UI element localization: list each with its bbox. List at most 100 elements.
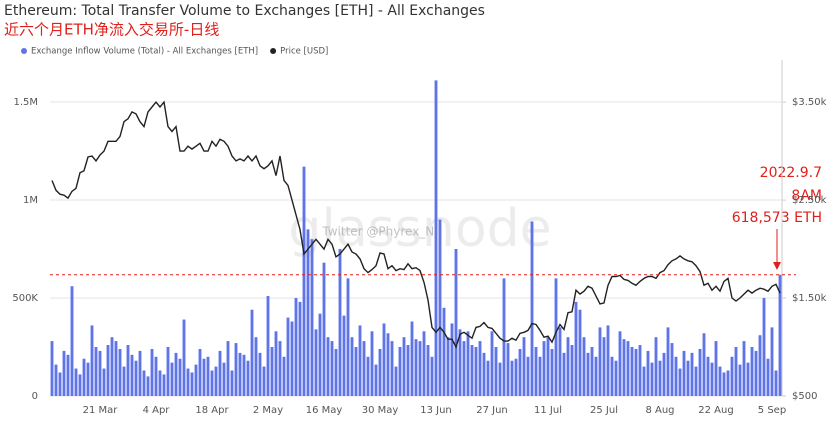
x-tick-label: 30 May: [362, 405, 399, 416]
bar: [698, 348, 702, 396]
bar: [430, 356, 434, 396]
bar: [426, 345, 430, 396]
bar: [238, 352, 242, 396]
bar: [506, 343, 510, 396]
bar: [174, 352, 178, 396]
bar: [110, 337, 114, 396]
bar: [102, 368, 106, 396]
y-tick-label: 1M: [23, 195, 38, 206]
bar: [270, 346, 274, 396]
bar: [714, 341, 718, 396]
bar: [658, 360, 662, 396]
bar: [342, 315, 346, 396]
bar: [462, 341, 466, 396]
bar: [178, 358, 182, 396]
bar: [494, 346, 498, 396]
bar: [226, 341, 230, 396]
bar: [294, 297, 298, 396]
bar: [214, 366, 218, 396]
bar: [530, 221, 534, 396]
bar: [750, 346, 754, 396]
bar: [62, 350, 66, 396]
bar: [70, 286, 74, 396]
bar: [366, 356, 370, 396]
x-tick-label: 16 May: [306, 405, 343, 416]
bar: [770, 327, 774, 396]
bar: [106, 345, 110, 396]
chart-title: Ethereum: Total Transfer Volume to Excha…: [4, 3, 485, 19]
bar: [590, 346, 594, 396]
bar: [66, 354, 70, 396]
bar: [182, 319, 186, 396]
bar: [98, 350, 102, 396]
bar: [250, 309, 254, 396]
bar: [482, 352, 486, 396]
bar: [94, 346, 98, 396]
bar: [230, 370, 234, 396]
bar: [414, 339, 418, 396]
bar: [258, 352, 262, 396]
bar: [322, 262, 326, 396]
annotation: 618,573 ETH: [732, 210, 822, 226]
bar: [674, 356, 678, 396]
y-tick-label: 1.5M: [13, 97, 38, 108]
bar: [742, 341, 746, 396]
x-tick-label: 8 Aug: [645, 405, 674, 416]
bar: [314, 329, 318, 396]
bar: [618, 331, 622, 396]
bar: [306, 229, 310, 396]
bar: [538, 356, 542, 396]
bar: [554, 278, 558, 396]
bar: [338, 248, 342, 396]
bar: [510, 360, 514, 396]
bar: [754, 350, 758, 396]
bar: [734, 346, 738, 396]
bar: [166, 346, 170, 396]
bar: [630, 346, 634, 396]
bar: [622, 339, 626, 396]
bar: [362, 341, 366, 396]
bar: [242, 354, 246, 396]
bar: [274, 331, 278, 396]
bar: [330, 341, 334, 396]
bar: [346, 278, 350, 396]
bar: [134, 360, 138, 396]
annotation: 8AM: [791, 188, 822, 204]
bar: [614, 360, 618, 396]
bar: [478, 341, 482, 396]
bar: [334, 348, 338, 396]
legend-label: Price [USD]: [280, 47, 328, 57]
bar: [518, 348, 522, 396]
bar: [558, 327, 562, 396]
bar: [370, 331, 374, 396]
bar: [450, 323, 454, 396]
bar: [82, 358, 86, 396]
y2-tick-label: $3.50k: [792, 97, 827, 108]
bar: [406, 345, 410, 396]
x-tick-label: 22 Aug: [698, 405, 733, 416]
bar: [762, 297, 766, 396]
bar: [718, 366, 722, 396]
bar: [162, 374, 166, 396]
bar: [758, 335, 762, 396]
bar: [358, 325, 362, 396]
bar: [690, 352, 694, 396]
bar: [194, 364, 198, 396]
bar: [190, 372, 194, 396]
bar: [542, 341, 546, 396]
bar: [586, 352, 590, 396]
bar: [502, 278, 506, 396]
y2-tick-label: $1.50k: [792, 293, 827, 304]
bar: [114, 341, 118, 396]
bar: [730, 356, 734, 396]
y2-tick-label: $2.50k: [792, 195, 827, 206]
bar: [574, 301, 578, 396]
bar: [694, 366, 698, 396]
bar: [130, 354, 134, 396]
bar: [466, 331, 470, 396]
bar: [418, 341, 422, 396]
watermark: glassnode: [288, 199, 551, 259]
bar: [382, 323, 386, 396]
bar: [210, 370, 214, 396]
